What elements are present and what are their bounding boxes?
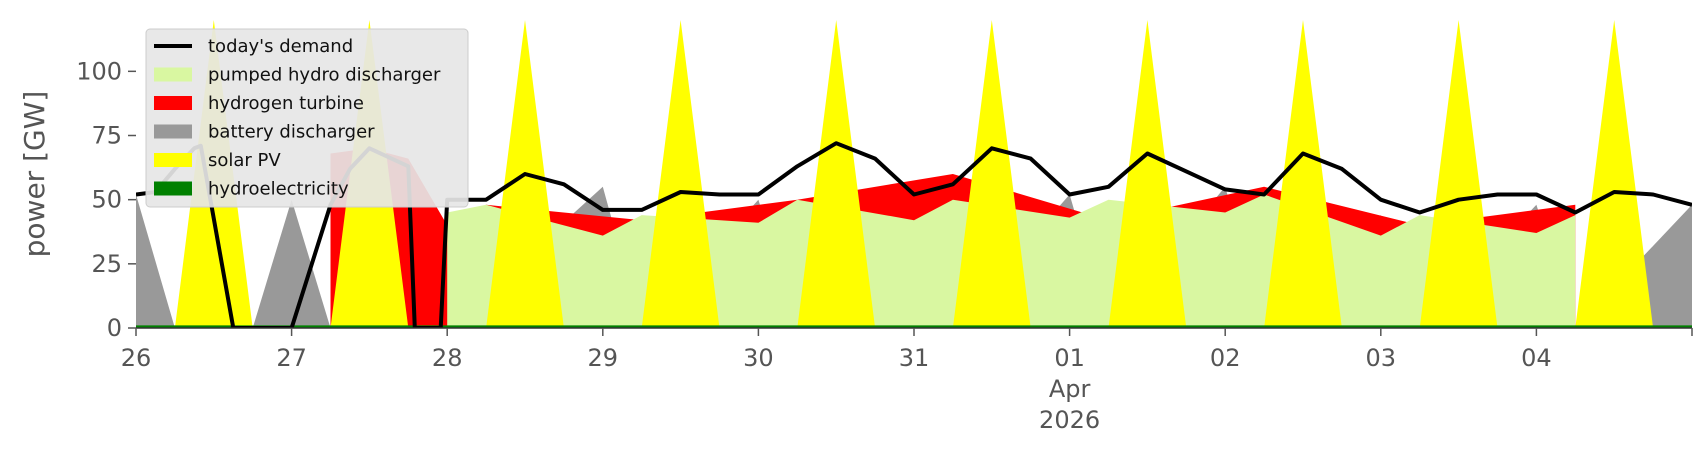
x-tick-label: 02 xyxy=(1210,344,1241,372)
legend-label: today's demand xyxy=(208,36,353,57)
legend-item: pumped hydro discharger xyxy=(154,65,441,86)
x-tick-label: 30 xyxy=(743,344,774,372)
y-tick-label: 25 xyxy=(91,250,122,278)
legend-swatch xyxy=(154,96,192,110)
legend-item: hydrogen turbine xyxy=(154,93,364,114)
legend-label: pumped hydro discharger xyxy=(208,65,441,86)
series-solar-pv xyxy=(174,20,1654,328)
y-axis-label: power [GW] xyxy=(18,91,51,258)
legend-label: hydrogen turbine xyxy=(208,93,364,114)
y-tick-label: 50 xyxy=(91,186,122,214)
demand-line-group xyxy=(136,141,1692,328)
plot-area xyxy=(136,20,1692,328)
x-tick-month-label: Apr xyxy=(1049,375,1091,403)
x-tick-label: 26 xyxy=(121,344,152,372)
x-tick-label: 31 xyxy=(899,344,930,372)
legend-item: solar PV xyxy=(154,150,281,171)
legend-swatch xyxy=(154,153,192,167)
x-tick-label: 01 xyxy=(1054,344,1085,372)
area-mark xyxy=(174,20,1654,328)
legend-item: hydroelectricity xyxy=(154,179,349,200)
x-tick-label: 04 xyxy=(1521,344,1552,372)
legend-item: today's demand xyxy=(154,36,353,57)
legend: today's demand pumped hydro discharger hyd… xyxy=(145,28,469,208)
axes: 0 25 50 75 100 26 27 28 29 30 31 01 Apr 2026 02 03 04 xyxy=(76,57,1693,434)
legend-label: hydroelectricity xyxy=(208,179,349,200)
y-tick-label: 75 xyxy=(91,122,122,150)
x-tick-label: 03 xyxy=(1366,344,1397,372)
legend-label: solar PV xyxy=(208,150,281,171)
legend-label: battery discharger xyxy=(208,122,375,143)
x-tick-label: 29 xyxy=(588,344,619,372)
legend-box xyxy=(145,28,469,208)
x-tick-label: 27 xyxy=(276,344,307,372)
legend-item: battery discharger xyxy=(154,122,375,143)
y-tick-label: 100 xyxy=(76,57,122,85)
legend-swatch xyxy=(154,181,192,196)
demand-line xyxy=(136,141,1692,328)
legend-swatch xyxy=(154,67,192,82)
legend-swatch xyxy=(154,124,192,139)
y-tick-label: 0 xyxy=(107,314,122,342)
x-tick-year-label: 2026 xyxy=(1039,406,1100,434)
x-tick-label: 28 xyxy=(432,344,463,372)
